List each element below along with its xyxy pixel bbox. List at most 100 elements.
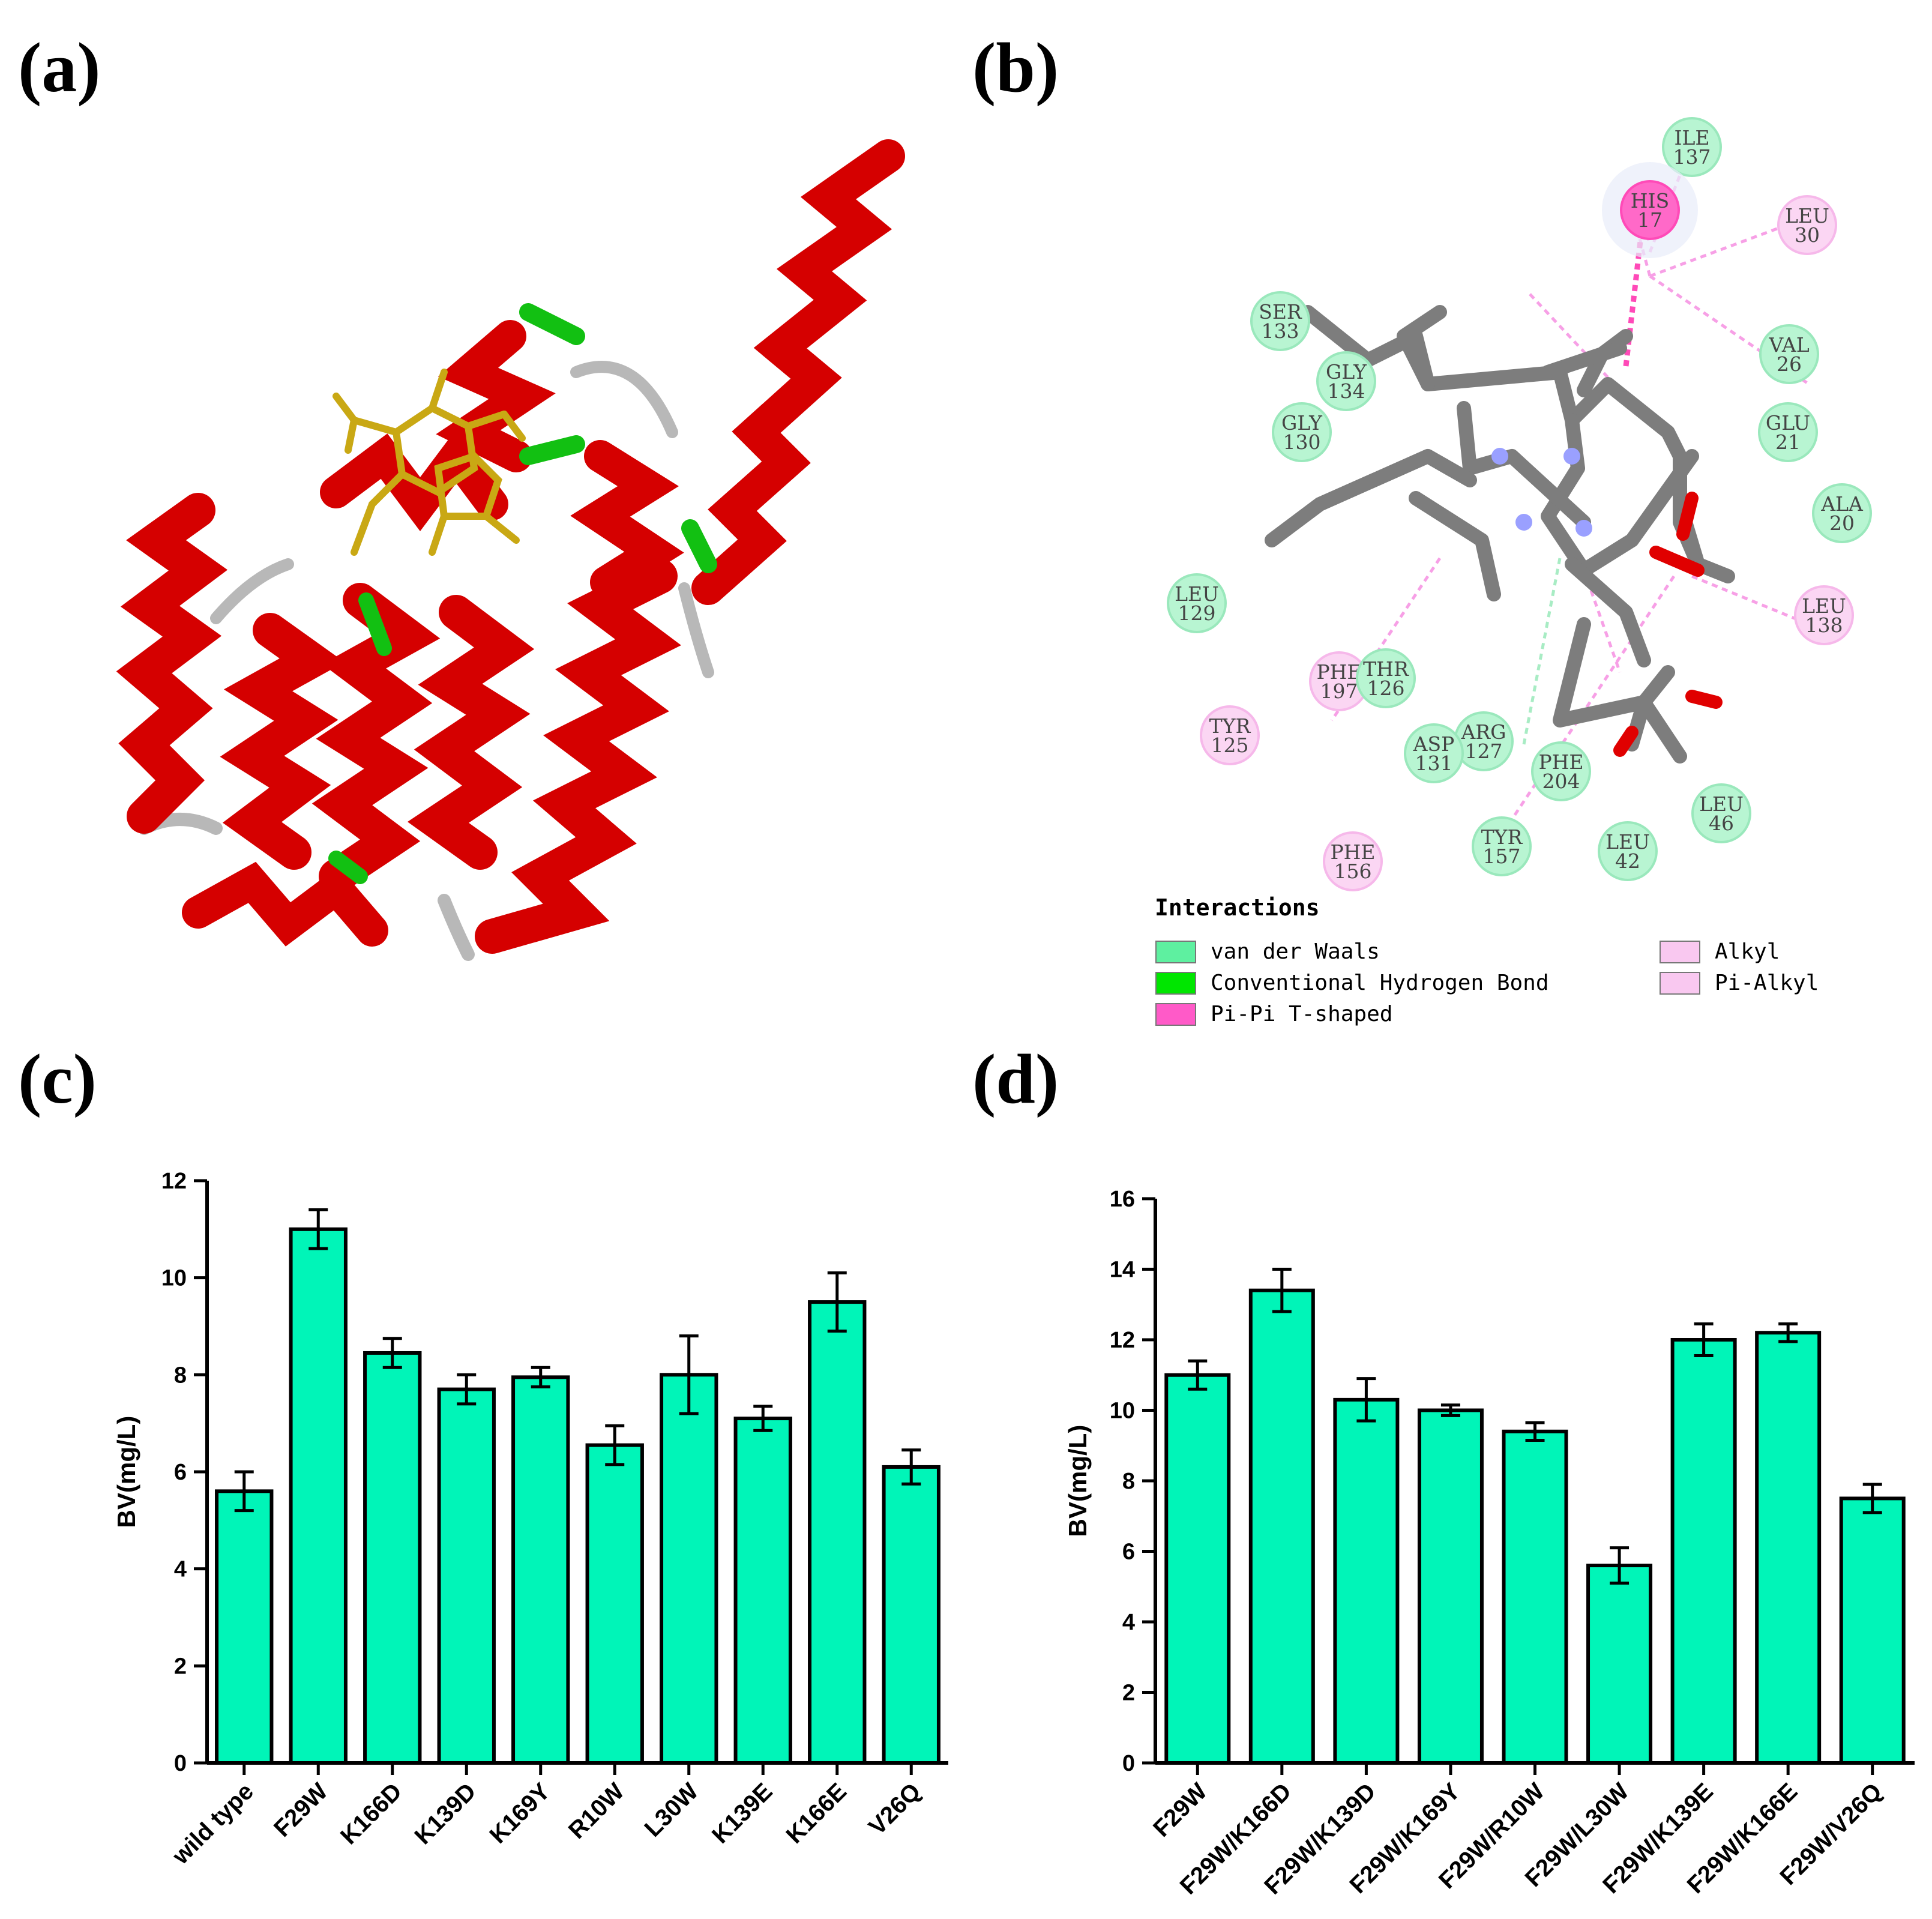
legend-label: van der Waals: [1211, 939, 1380, 964]
residue-name: ILE: [1674, 126, 1709, 149]
residue-number: 125: [1211, 734, 1249, 757]
bar: [1839, 1496, 1906, 1765]
bar: [289, 1227, 348, 1765]
strand: [328, 851, 368, 884]
x-tick-label: wild type: [167, 1778, 259, 1870]
x-tick-label: K166D: [336, 1778, 407, 1849]
bar: [882, 1465, 940, 1765]
legend-label: Conventional Hydrogen Bond: [1211, 971, 1549, 995]
bar: [1417, 1408, 1484, 1765]
residue-name: ARG: [1460, 720, 1506, 744]
residue-name: ALA: [1820, 492, 1864, 516]
bar: [511, 1375, 570, 1765]
legend-item: Conventional Hydrogen Bond: [1155, 971, 1549, 995]
helix: [311, 583, 441, 894]
y-tick-label: 16: [1110, 1187, 1135, 1212]
y-tick-label: 12: [1110, 1328, 1135, 1353]
residue-number: 138: [1805, 613, 1843, 637]
legend-swatch: [1155, 971, 1196, 995]
residue-name: PHE: [1316, 660, 1361, 684]
protein-structure-image: [116, 139, 905, 961]
y-tick-label: 4: [174, 1557, 187, 1582]
strand: [519, 435, 585, 465]
bar: [660, 1373, 718, 1765]
x-tick-label: K139D: [409, 1778, 481, 1849]
helix: [691, 139, 905, 605]
residue-name: TYR: [1481, 825, 1523, 849]
legend-swatch: [1660, 971, 1700, 995]
residue-number: 30: [1795, 223, 1820, 247]
residue-number: 126: [1367, 676, 1405, 700]
bar: [1333, 1397, 1400, 1765]
residue-name: LEU: [1699, 792, 1744, 816]
strand: [519, 303, 585, 345]
ligand-biliverdin: [333, 369, 526, 556]
bar: [585, 1443, 644, 1765]
bar: [808, 1300, 867, 1765]
legend-label: Pi-Pi T-shaped: [1211, 1002, 1393, 1026]
legend-item: Pi-Alkyl: [1660, 971, 1819, 995]
residue-number: 127: [1465, 740, 1503, 763]
panel-label-a: (a): [18, 28, 101, 107]
y-tick-label: 2: [174, 1654, 187, 1679]
helix: [182, 861, 388, 947]
y-tick-label: 8: [174, 1363, 187, 1388]
coil-loop: [438, 894, 475, 961]
bar: [1586, 1564, 1653, 1765]
residue-number: 157: [1483, 845, 1521, 868]
residue-number: 26: [1777, 352, 1802, 376]
residue-number: 134: [1328, 379, 1365, 403]
y-tick-label: 4: [1122, 1610, 1135, 1635]
coil-loop: [210, 558, 294, 624]
x-tick-label: K166E: [781, 1778, 852, 1849]
residue-number: 17: [1637, 208, 1663, 232]
bar-chart-d: 0246810121416BV(mg/L)F29WF29W/K166DF29W/…: [1064, 1187, 1915, 1900]
strand: [358, 592, 392, 656]
y-axis-title: BV(mg/L): [112, 1416, 140, 1528]
x-tick-label: L30W: [640, 1778, 704, 1842]
residue-name: GLY: [1326, 360, 1367, 384]
panel-label-c: (c): [18, 1040, 97, 1118]
helix: [570, 440, 684, 598]
helix: [407, 595, 535, 870]
x-tick-label: F29W: [1148, 1778, 1212, 1842]
strand: [681, 519, 717, 573]
residue-number: 156: [1334, 860, 1372, 883]
ligand-oxygens: [1613, 492, 1723, 757]
residue-name: SER: [1259, 300, 1302, 324]
y-tick-label: 0: [174, 1751, 187, 1776]
residue-name: VAL: [1768, 333, 1809, 357]
legend-label: Pi-Alkyl: [1715, 971, 1819, 995]
residue-number: 131: [1415, 752, 1453, 775]
residue-name: PHE: [1538, 750, 1583, 774]
helix: [220, 613, 345, 870]
legend-item: van der Waals: [1155, 939, 1380, 964]
residue-name: GLU: [1766, 411, 1810, 435]
bar: [733, 1417, 792, 1765]
bar: [437, 1387, 496, 1765]
y-tick-label: 2: [1122, 1681, 1135, 1706]
bar: [1755, 1331, 1822, 1765]
helix: [436, 320, 556, 472]
residue-number: 42: [1615, 849, 1640, 873]
